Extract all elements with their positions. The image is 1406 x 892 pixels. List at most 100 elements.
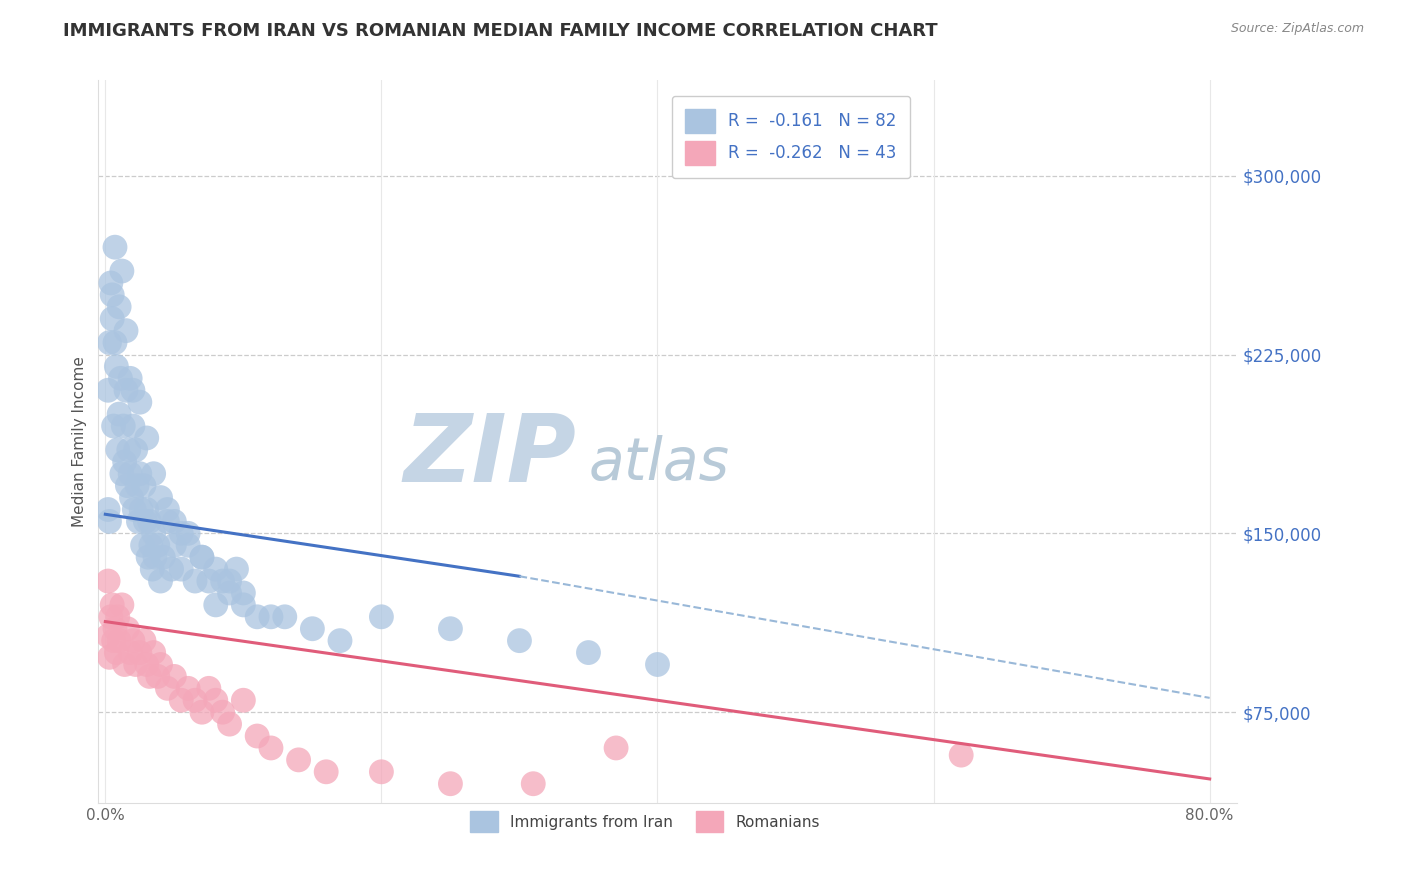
Point xyxy=(114,455,136,469)
Point xyxy=(134,515,156,529)
Point xyxy=(104,335,127,350)
Text: atlas: atlas xyxy=(588,434,730,491)
Point xyxy=(108,407,131,421)
Point xyxy=(301,622,323,636)
Point xyxy=(218,586,240,600)
Point xyxy=(146,538,169,552)
Point xyxy=(115,324,138,338)
Point xyxy=(97,384,120,398)
Point xyxy=(101,598,124,612)
Point xyxy=(128,467,150,481)
Point xyxy=(98,650,121,665)
Point xyxy=(101,288,124,302)
Point xyxy=(135,657,157,672)
Point xyxy=(204,562,226,576)
Point xyxy=(246,729,269,743)
Point xyxy=(439,622,461,636)
Point xyxy=(260,609,283,624)
Point xyxy=(111,467,134,481)
Point xyxy=(141,562,163,576)
Point xyxy=(260,741,283,756)
Point xyxy=(138,669,160,683)
Point xyxy=(232,598,254,612)
Point xyxy=(105,359,128,374)
Point xyxy=(152,550,174,565)
Point xyxy=(578,646,600,660)
Point xyxy=(128,395,150,409)
Point xyxy=(439,777,461,791)
Point xyxy=(120,646,142,660)
Point xyxy=(103,633,125,648)
Point xyxy=(522,777,544,791)
Y-axis label: Median Family Income: Median Family Income xyxy=(72,356,87,527)
Point xyxy=(647,657,669,672)
Point xyxy=(142,526,165,541)
Point xyxy=(232,693,254,707)
Point xyxy=(149,491,172,505)
Point xyxy=(156,502,179,516)
Point xyxy=(163,538,186,552)
Point xyxy=(100,276,122,290)
Point xyxy=(117,622,139,636)
Point xyxy=(218,574,240,588)
Point xyxy=(108,300,131,314)
Point xyxy=(129,502,152,516)
Point xyxy=(107,442,129,457)
Point xyxy=(163,515,186,529)
Point xyxy=(128,646,150,660)
Point xyxy=(191,550,214,565)
Point xyxy=(103,419,125,434)
Point xyxy=(198,681,221,696)
Point xyxy=(104,240,127,254)
Point xyxy=(160,562,183,576)
Point xyxy=(125,442,148,457)
Point xyxy=(163,669,186,683)
Point xyxy=(204,693,226,707)
Point xyxy=(184,574,207,588)
Point xyxy=(142,467,165,481)
Point xyxy=(132,633,155,648)
Point xyxy=(112,419,135,434)
Point xyxy=(98,335,121,350)
Point xyxy=(122,384,145,398)
Point xyxy=(131,538,153,552)
Point xyxy=(170,562,193,576)
Point xyxy=(120,371,142,385)
Point xyxy=(111,264,134,278)
Point xyxy=(124,502,146,516)
Point xyxy=(370,609,392,624)
Point xyxy=(98,515,121,529)
Point xyxy=(125,478,148,492)
Point xyxy=(177,681,200,696)
Point xyxy=(97,629,120,643)
Point xyxy=(139,538,162,552)
Point xyxy=(105,646,128,660)
Legend: Immigrants from Iran, Romanians: Immigrants from Iran, Romanians xyxy=(464,805,827,838)
Point xyxy=(274,609,297,624)
Point xyxy=(177,538,200,552)
Point xyxy=(170,693,193,707)
Point xyxy=(508,633,530,648)
Point xyxy=(125,657,148,672)
Point xyxy=(218,717,240,731)
Point xyxy=(950,748,973,763)
Point xyxy=(315,764,337,779)
Point xyxy=(115,384,138,398)
Point xyxy=(121,491,143,505)
Point xyxy=(170,526,193,541)
Point xyxy=(122,419,145,434)
Point xyxy=(211,574,233,588)
Point xyxy=(122,633,145,648)
Point xyxy=(114,657,136,672)
Point xyxy=(156,515,179,529)
Point xyxy=(97,502,120,516)
Point xyxy=(329,633,352,648)
Point xyxy=(100,609,122,624)
Point xyxy=(138,515,160,529)
Point xyxy=(120,467,142,481)
Point xyxy=(211,705,233,719)
Point xyxy=(204,598,226,612)
Point xyxy=(142,646,165,660)
Text: IMMIGRANTS FROM IRAN VS ROMANIAN MEDIAN FAMILY INCOME CORRELATION CHART: IMMIGRANTS FROM IRAN VS ROMANIAN MEDIAN … xyxy=(63,22,938,40)
Point xyxy=(97,574,120,588)
